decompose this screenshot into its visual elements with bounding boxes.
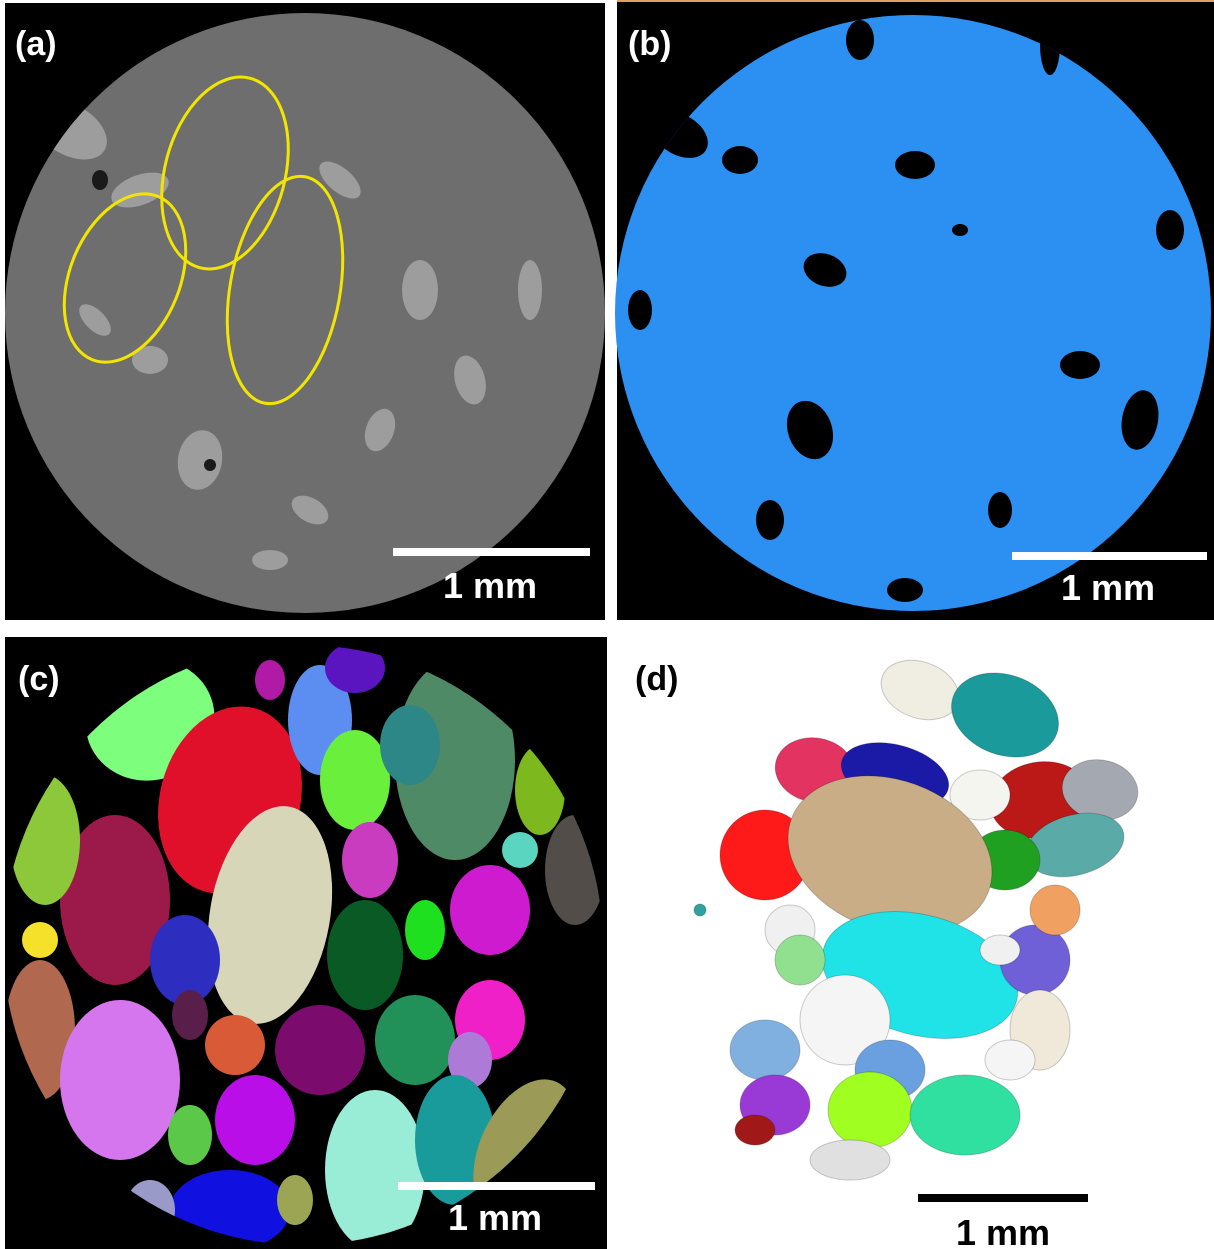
grain [168,1105,212,1165]
grain [502,832,538,868]
pore [988,492,1012,528]
panel-b: 1 mm (b) [615,0,1214,620]
grain [375,995,455,1085]
grain [940,659,1071,772]
grain [172,990,208,1040]
scale-bar [1012,552,1207,560]
page: 1 mm (a) 1 mm (b) 1 mm (c) 1 mm (d) (() … [0,0,1214,1249]
pore [628,290,652,330]
scale-label: 1 mm [448,1197,542,1238]
scale-bar [918,1194,1088,1202]
panel-label: (d) [635,660,678,698]
panel-label: (a) [15,25,57,63]
pore [402,260,438,320]
grain [1030,885,1080,935]
panel-label: (c) [18,660,60,698]
grain [60,1000,180,1160]
grain [828,1072,912,1148]
pore [518,260,542,320]
scale-bar [398,1182,595,1190]
grain [275,1005,365,1095]
panel-a: 1 mm (a) [5,3,605,620]
void [204,459,216,471]
grain [694,904,706,916]
grain [277,1175,313,1225]
pore [952,224,968,236]
grain [325,1090,425,1249]
grain [205,1015,265,1075]
grain [775,935,825,985]
grain [735,1115,775,1145]
grain [450,865,530,955]
pore [756,500,784,540]
grain [405,900,445,960]
grain [985,1040,1035,1080]
panel-d: 1 mm (d) [635,650,1143,1249]
figure: 1 mm (a) 1 mm (b) 1 mm (c) 1 mm (d) [0,0,1214,1249]
grain-rendering [694,650,1143,1180]
grain [380,705,440,785]
pore [252,550,288,570]
scale-label: 1 mm [443,565,537,606]
pore [887,578,923,602]
grain [215,1075,295,1165]
pore [1060,351,1100,379]
grain [980,935,1020,965]
grain [730,1020,800,1080]
pore [895,151,935,179]
scale-label: 1 mm [1061,567,1155,608]
pore [722,146,758,174]
pore [1156,210,1184,250]
scale-bar [393,548,590,556]
panel-c: 1 mm (c) [5,637,607,1249]
segmented-section [615,15,1211,611]
scale-label: 1 mm [956,1212,1050,1249]
grain [327,900,403,1010]
grain [255,660,285,700]
panel-label: (b) [628,25,671,63]
grain [22,922,58,958]
grain [810,1140,890,1180]
pore [846,20,874,60]
grain [342,822,398,898]
grain [320,730,390,830]
grain [910,1075,1020,1155]
void [92,170,108,190]
